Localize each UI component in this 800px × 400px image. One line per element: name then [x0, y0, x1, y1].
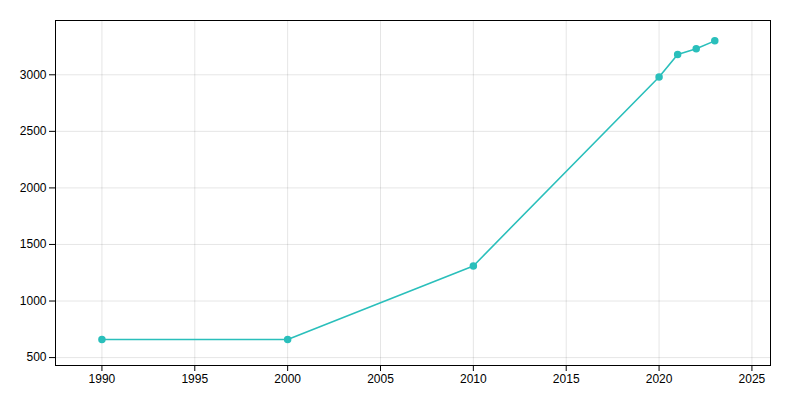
svg-text:2010: 2010: [460, 372, 487, 386]
svg-text:1000: 1000: [20, 294, 47, 308]
svg-text:1500: 1500: [20, 237, 47, 251]
svg-text:3000: 3000: [20, 68, 47, 82]
svg-text:2025: 2025: [739, 372, 766, 386]
svg-text:1995: 1995: [181, 372, 208, 386]
svg-text:500: 500: [26, 350, 46, 364]
svg-text:2015: 2015: [553, 372, 580, 386]
svg-text:2005: 2005: [367, 372, 394, 386]
svg-text:2020: 2020: [646, 372, 673, 386]
svg-text:2500: 2500: [20, 124, 47, 138]
svg-text:1990: 1990: [89, 372, 116, 386]
svg-text:2000: 2000: [274, 372, 301, 386]
svg-text:2000: 2000: [20, 181, 47, 195]
